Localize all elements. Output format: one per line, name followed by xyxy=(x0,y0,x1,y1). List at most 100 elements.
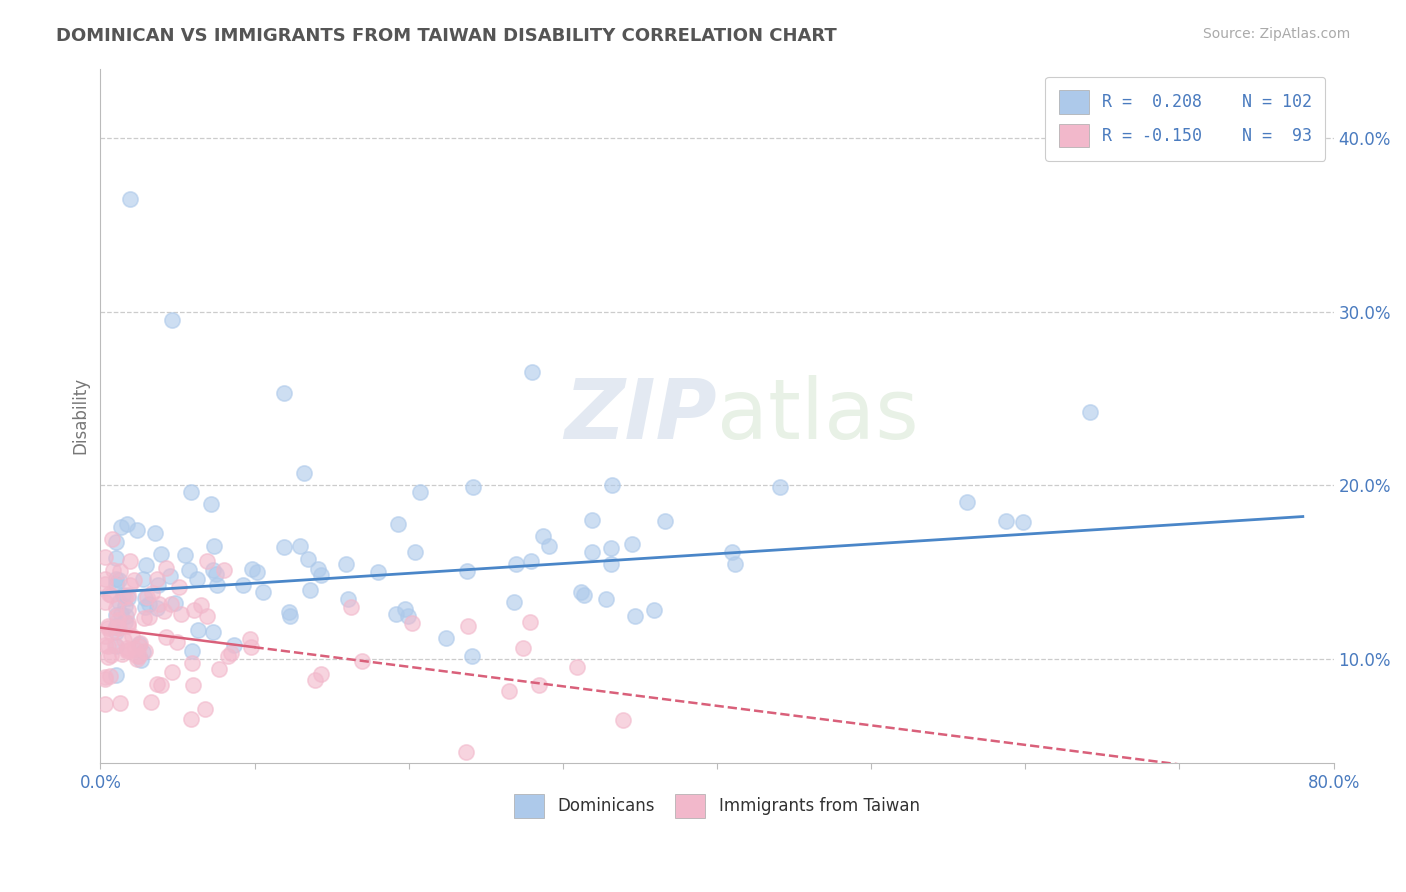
Point xyxy=(94,572,117,586)
Point xyxy=(201,624,224,639)
Point xyxy=(600,557,623,571)
Point xyxy=(187,623,209,637)
Point xyxy=(956,495,979,509)
Point xyxy=(292,466,315,480)
Point xyxy=(273,540,295,554)
Text: DOMINICAN VS IMMIGRANTS FROM TAIWAN DISABILITY CORRELATION CHART: DOMINICAN VS IMMIGRANTS FROM TAIWAN DISA… xyxy=(56,27,837,45)
Point xyxy=(612,713,634,727)
Point xyxy=(94,672,117,686)
Point xyxy=(531,529,554,543)
Point xyxy=(404,545,426,559)
Point xyxy=(141,695,163,709)
Point xyxy=(114,609,136,624)
Point xyxy=(112,632,135,647)
Point xyxy=(201,563,224,577)
Point xyxy=(600,541,623,555)
Point xyxy=(340,600,363,615)
Point xyxy=(104,620,127,634)
Point xyxy=(240,562,263,576)
Point xyxy=(134,611,156,625)
Point xyxy=(110,607,132,621)
Point xyxy=(112,588,135,602)
Point xyxy=(134,600,156,615)
Point xyxy=(98,587,121,601)
Point xyxy=(146,572,169,586)
Point xyxy=(104,624,127,639)
Point xyxy=(170,607,193,622)
Point xyxy=(205,578,228,592)
Point xyxy=(155,561,177,575)
Point xyxy=(304,673,326,688)
Point xyxy=(195,608,218,623)
Point xyxy=(153,604,176,618)
Point xyxy=(204,567,226,582)
Point xyxy=(118,554,141,568)
Point xyxy=(367,566,389,580)
Point xyxy=(94,595,117,609)
Point xyxy=(114,591,136,605)
Point xyxy=(231,578,253,592)
Point xyxy=(100,588,122,602)
Point xyxy=(110,564,132,578)
Point xyxy=(190,598,212,612)
Point xyxy=(246,565,269,579)
Point xyxy=(219,647,242,661)
Point xyxy=(202,539,225,553)
Point xyxy=(145,600,167,615)
Point xyxy=(387,516,409,531)
Point xyxy=(148,578,170,592)
Point xyxy=(309,567,332,582)
Point xyxy=(505,557,527,571)
Point xyxy=(498,684,520,698)
Point xyxy=(337,591,360,606)
Point xyxy=(136,591,159,605)
Point xyxy=(97,619,120,633)
Point xyxy=(240,640,263,655)
Point xyxy=(117,588,139,602)
Point xyxy=(565,659,588,673)
Point xyxy=(107,613,129,627)
Point xyxy=(183,603,205,617)
Point xyxy=(108,574,131,588)
Point xyxy=(135,558,157,572)
Point xyxy=(457,618,479,632)
Point xyxy=(200,497,222,511)
Point xyxy=(132,645,155,659)
Point xyxy=(97,649,120,664)
Point xyxy=(724,557,747,571)
Point xyxy=(105,600,128,615)
Text: Source: ZipAtlas.com: Source: ZipAtlas.com xyxy=(1202,27,1350,41)
Point xyxy=(307,562,329,576)
Point xyxy=(108,696,131,710)
Point xyxy=(117,644,139,658)
Point xyxy=(181,678,204,692)
Point xyxy=(581,513,603,527)
Point xyxy=(127,652,149,666)
Point xyxy=(654,515,676,529)
Point xyxy=(217,648,239,663)
Point xyxy=(159,597,181,611)
Point xyxy=(278,608,301,623)
Point xyxy=(143,525,166,540)
Point xyxy=(104,639,127,653)
Point xyxy=(456,745,478,759)
Point xyxy=(643,602,665,616)
Point xyxy=(180,485,202,500)
Point xyxy=(503,595,526,609)
Point xyxy=(538,540,561,554)
Point xyxy=(207,662,229,676)
Point xyxy=(98,668,121,682)
Point xyxy=(401,616,423,631)
Point xyxy=(94,629,117,643)
Point xyxy=(721,545,744,559)
Point xyxy=(273,386,295,401)
Point xyxy=(239,632,262,646)
Point xyxy=(104,619,127,633)
Point xyxy=(620,537,643,551)
Point xyxy=(100,648,122,662)
Point xyxy=(1012,516,1035,530)
Point xyxy=(128,637,150,651)
Point xyxy=(150,678,173,692)
Point xyxy=(512,640,534,655)
Point xyxy=(434,632,457,646)
